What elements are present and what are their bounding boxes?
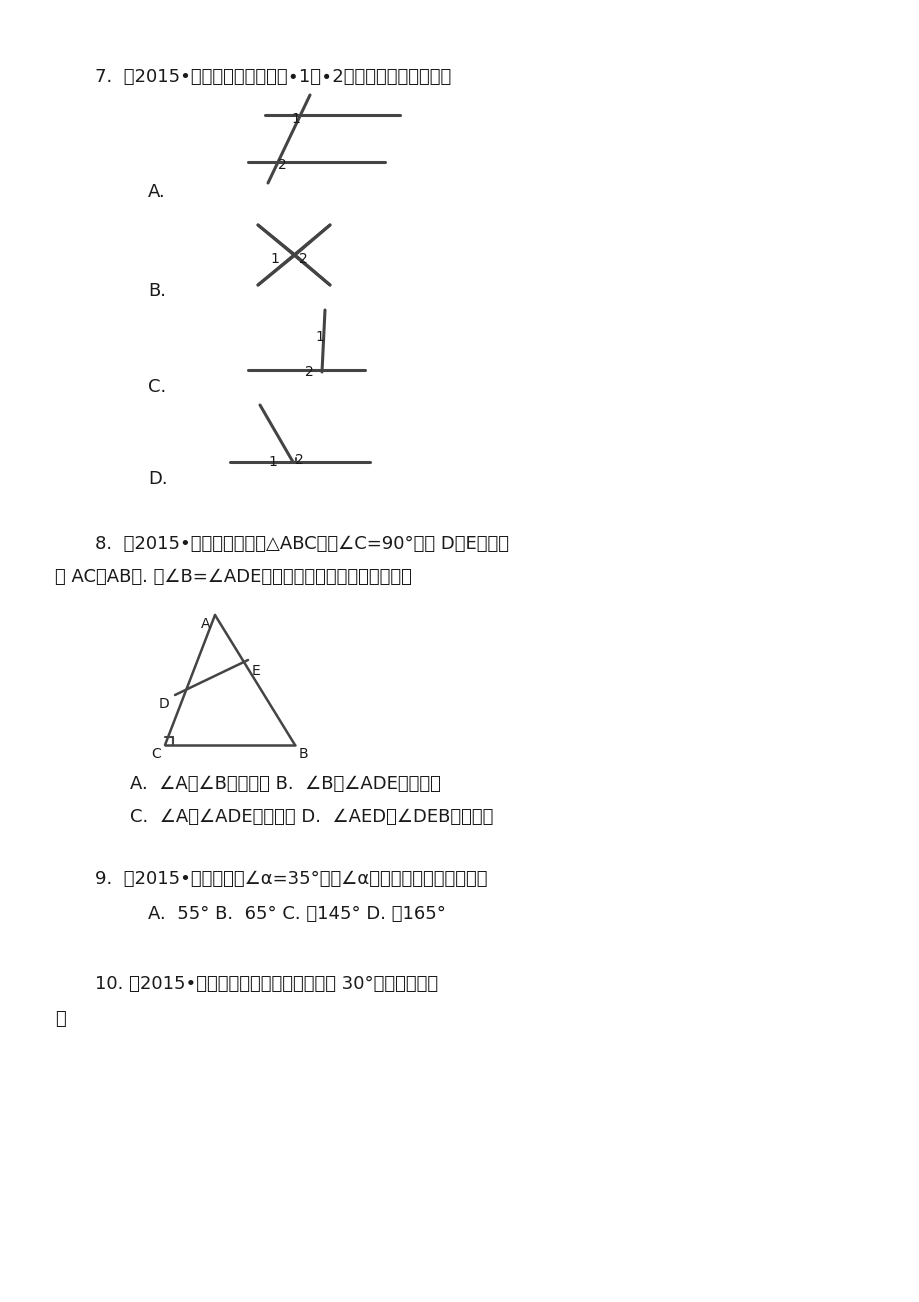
Text: ）: ） — [55, 1010, 65, 1029]
Text: C: C — [151, 747, 161, 760]
Text: 8.  （2015•厦门）如图，在△ABC中，∠C=90°，点 D，E分别在: 8. （2015•厦门）如图，在△ABC中，∠C=90°，点 D，E分别在 — [95, 535, 508, 553]
Text: C.  ∠A和∠ADE互为余角 D.  ∠AED和∠DEB互为余角: C. ∠A和∠ADE互为余角 D. ∠AED和∠DEB互为余角 — [130, 809, 493, 825]
Text: A: A — [200, 617, 210, 631]
Text: 1: 1 — [290, 112, 300, 126]
Text: D: D — [159, 697, 170, 711]
Text: B: B — [299, 747, 308, 760]
Text: D.: D. — [148, 470, 167, 488]
Text: 边 AC，AB上. 若∠B=∠ADE，则下列结论正确的是（　　）: 边 AC，AB上. 若∠B=∠ADE，则下列结论正确的是（ ） — [55, 568, 412, 586]
Text: A.: A. — [148, 184, 165, 201]
Text: 1: 1 — [314, 329, 323, 344]
Text: 2: 2 — [299, 253, 308, 266]
Text: 9.  （2015•金华）已知∠α=35°，则∠α的补角的度数是（　　）: 9. （2015•金华）已知∠α=35°，则∠α的补角的度数是（ ） — [95, 870, 487, 888]
Text: 2: 2 — [295, 453, 303, 467]
Text: A.  ∠A和∠B互为补角 B.  ∠B和∠ADE互为补角: A. ∠A和∠B互为补角 B. ∠B和∠ADE互为补角 — [130, 775, 440, 793]
Text: 1: 1 — [267, 454, 277, 469]
Text: 2: 2 — [278, 158, 287, 172]
Text: 1: 1 — [269, 253, 278, 266]
Text: 7.  （2015•广西）下列各图中，∙1与∙2互为余角的是（　　）: 7. （2015•广西）下列各图中，∙1与∙2互为余角的是（ ） — [95, 68, 450, 86]
Text: E: E — [252, 664, 260, 678]
Text: B.: B. — [148, 283, 165, 299]
Text: 10. （2015•玉林）下面角的图示中，能与 30°角互补的是（: 10. （2015•玉林）下面角的图示中，能与 30°角互补的是（ — [95, 975, 437, 993]
Text: A.  55° B.  65° C. 　145° D. 　165°: A. 55° B. 65° C. 145° D. 165° — [148, 905, 446, 923]
Text: 2: 2 — [305, 365, 313, 379]
Text: C.: C. — [148, 378, 166, 396]
